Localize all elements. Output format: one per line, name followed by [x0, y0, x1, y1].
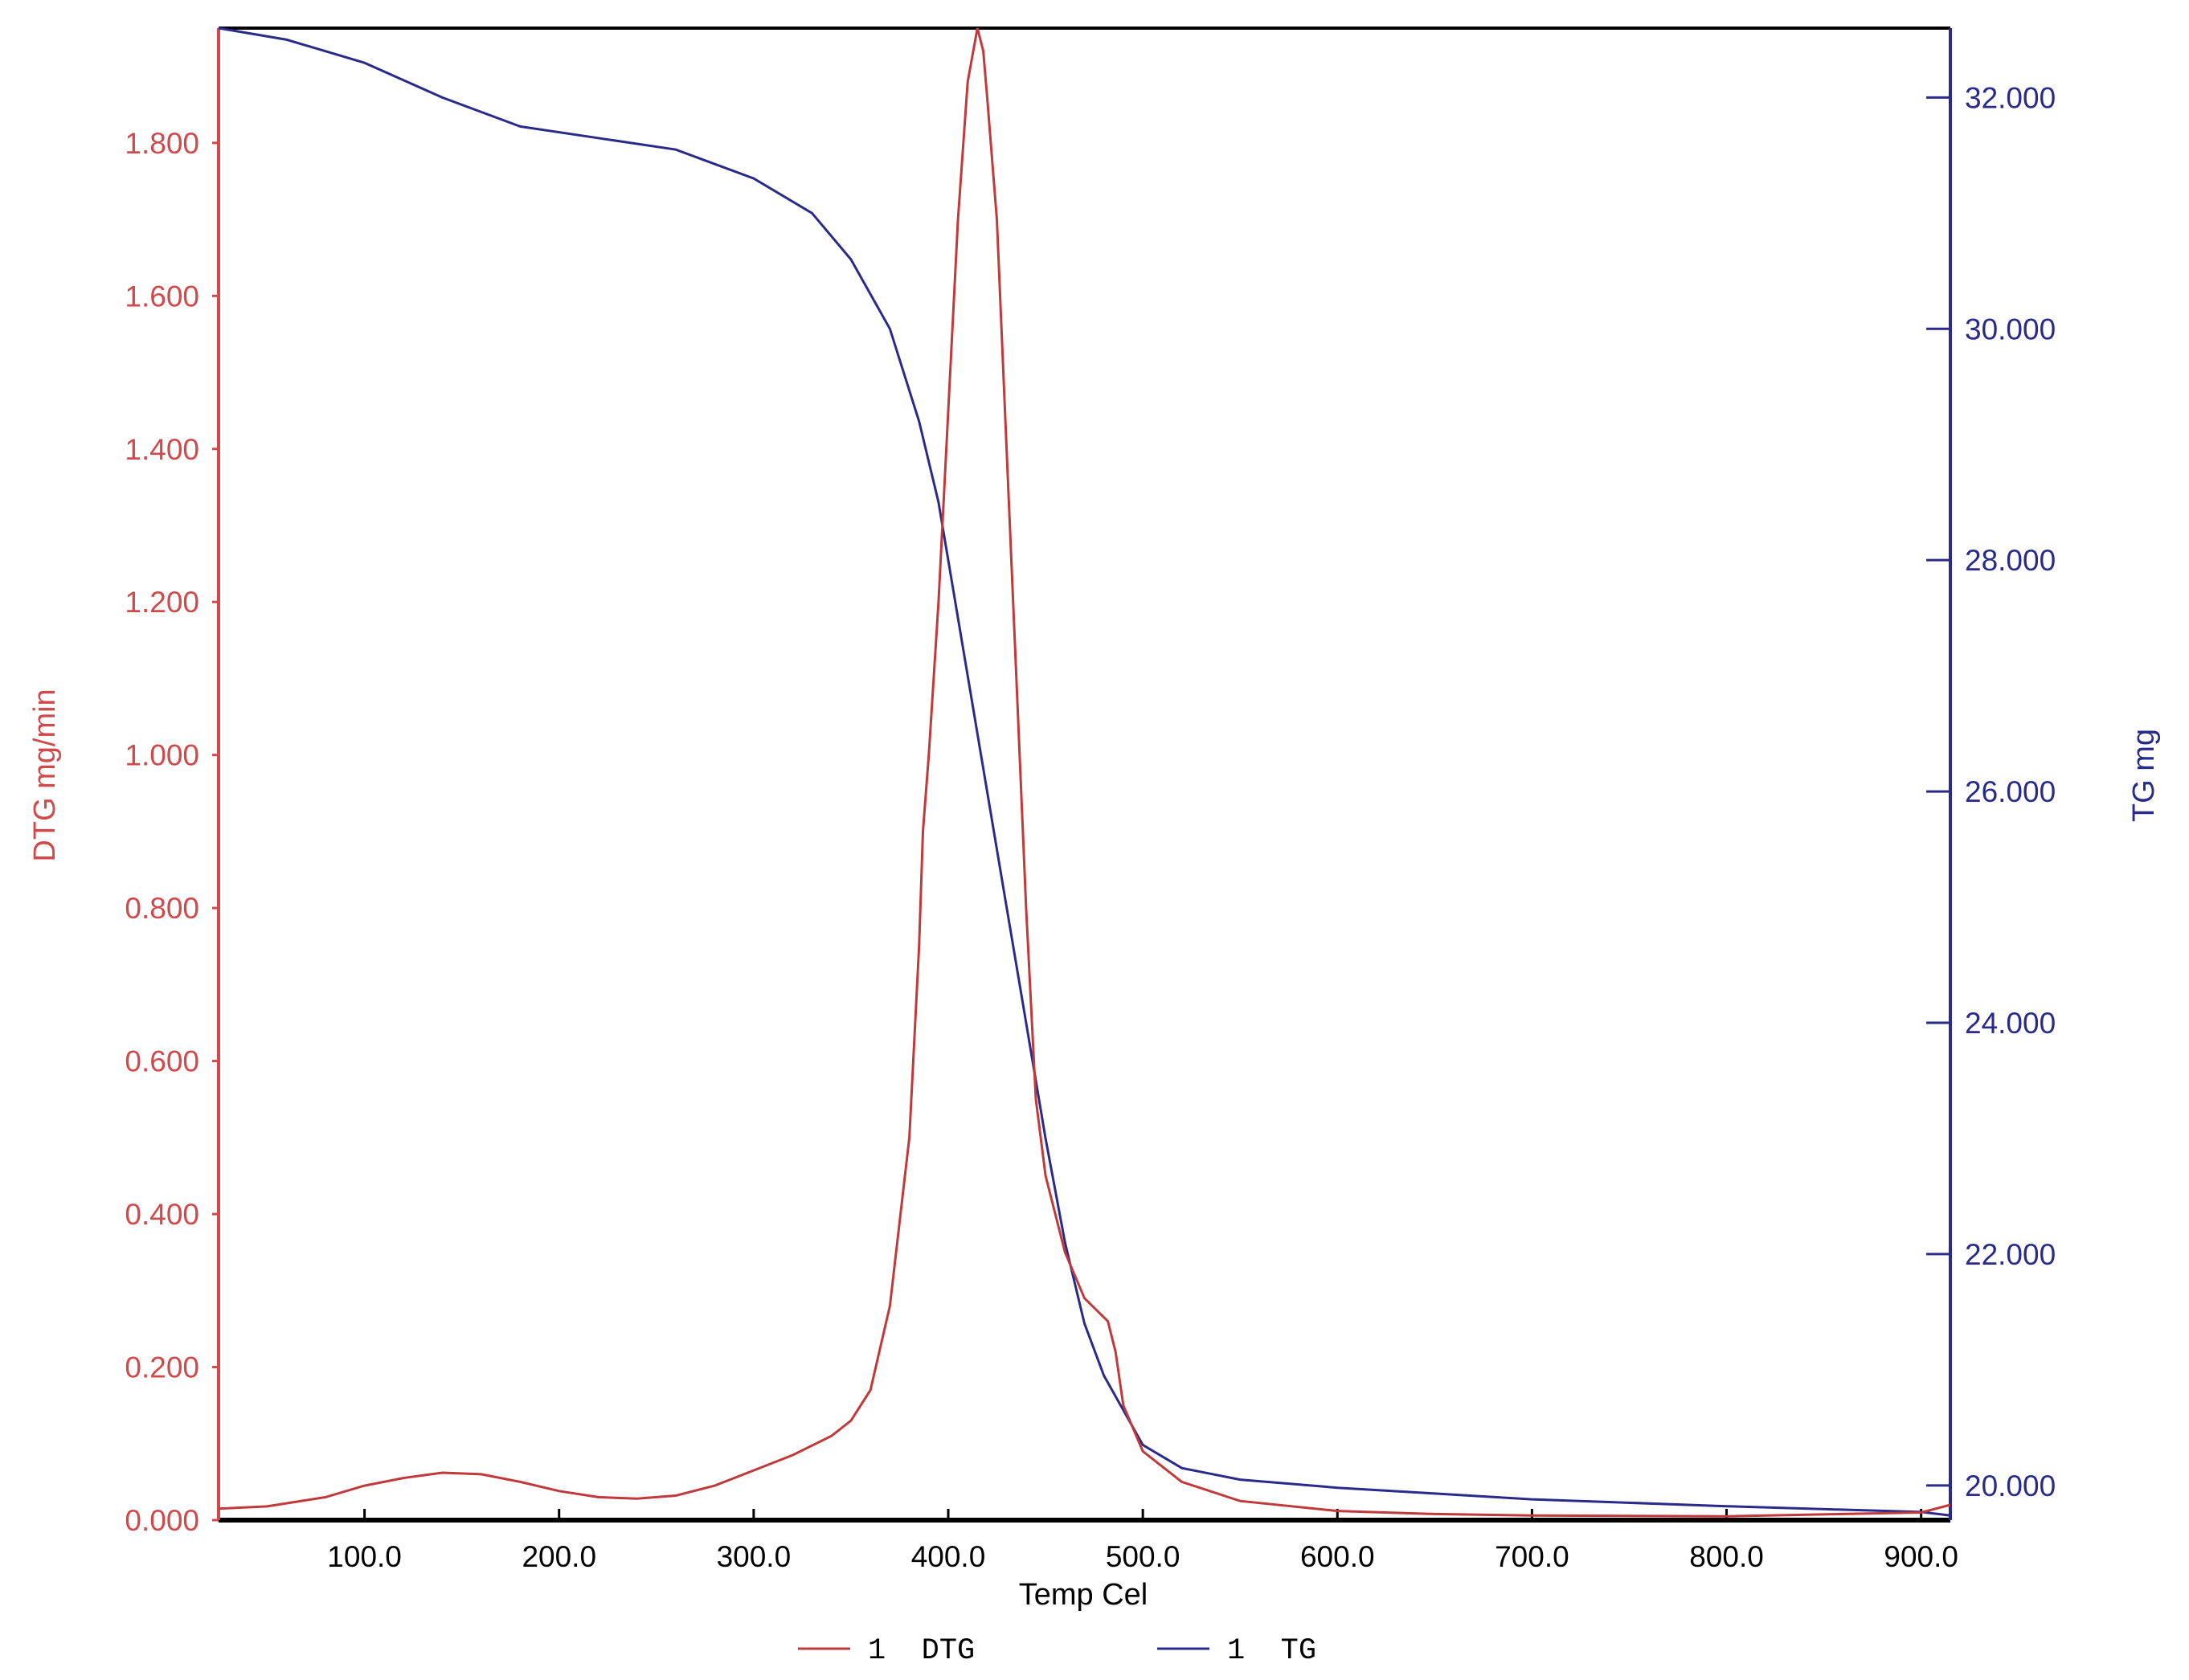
right-tick-label: 22.000 [1965, 1238, 2056, 1271]
left-tick-label: 1.600 [125, 280, 199, 313]
right-tick-label: 32.000 [1965, 81, 2056, 114]
left-tick-label: 0.800 [125, 892, 199, 925]
left-tick-label: 0.400 [125, 1198, 199, 1231]
right-axis-ticks: 20.000 22.000 24.000 26.000 28.000 30.000 32.0… [1926, 81, 2056, 1502]
right-tick-label: 20.000 [1965, 1469, 2056, 1502]
left-tick-label: 0.200 [125, 1351, 199, 1384]
x-tick-label: 100.0 [327, 1540, 402, 1573]
x-tick-label: 500.0 [1106, 1540, 1180, 1573]
x-tick-label: 300.0 [717, 1540, 792, 1573]
x-tick-label: 900.0 [1884, 1540, 1958, 1573]
x-tick-label: 200.0 [522, 1540, 596, 1573]
legend: 1 DTG 1 TG [798, 1634, 1316, 1668]
left-tick-label: 1.400 [125, 433, 199, 466]
right-tick-label: 24.000 [1965, 1007, 2056, 1040]
series-line-tg [218, 27, 1951, 1517]
right-tick-label: 30.000 [1965, 313, 2056, 345]
x-tick-label: 400.0 [911, 1540, 986, 1573]
left-tick-label: 1.200 [125, 586, 199, 619]
x-tick-label: 600.0 [1300, 1540, 1375, 1573]
series-line-dtg [218, 27, 1951, 1518]
x-axis-title: Temp Cel [1019, 1578, 1148, 1612]
right-tick-label: 28.000 [1965, 544, 2056, 577]
right-tick-label: 26.000 [1965, 775, 2056, 808]
left-axis-ticks: 0.000 0.200 0.400 0.600 0.800 1.000 1.200 1.400… [125, 127, 219, 1537]
x-tick-label: 800.0 [1689, 1540, 1764, 1573]
right-axis-title: TG mg [2127, 729, 2161, 822]
left-tick-label: 0.000 [125, 1504, 199, 1537]
left-tick-label: 1.800 [125, 127, 199, 160]
x-tick-label: 700.0 [1495, 1540, 1569, 1573]
legend-label-tg: 1 TG [1227, 1634, 1316, 1668]
x-axis-ticks: 100.0 200.0 300.0 400.0 500.0 600.0 700.0 800.0… [327, 1509, 1958, 1573]
left-tick-label: 1.000 [125, 739, 199, 772]
left-tick-label: 0.600 [125, 1045, 199, 1078]
left-axis-title: DTG mg/min [28, 689, 62, 861]
legend-label-dtg: 1 DTG [868, 1634, 975, 1668]
